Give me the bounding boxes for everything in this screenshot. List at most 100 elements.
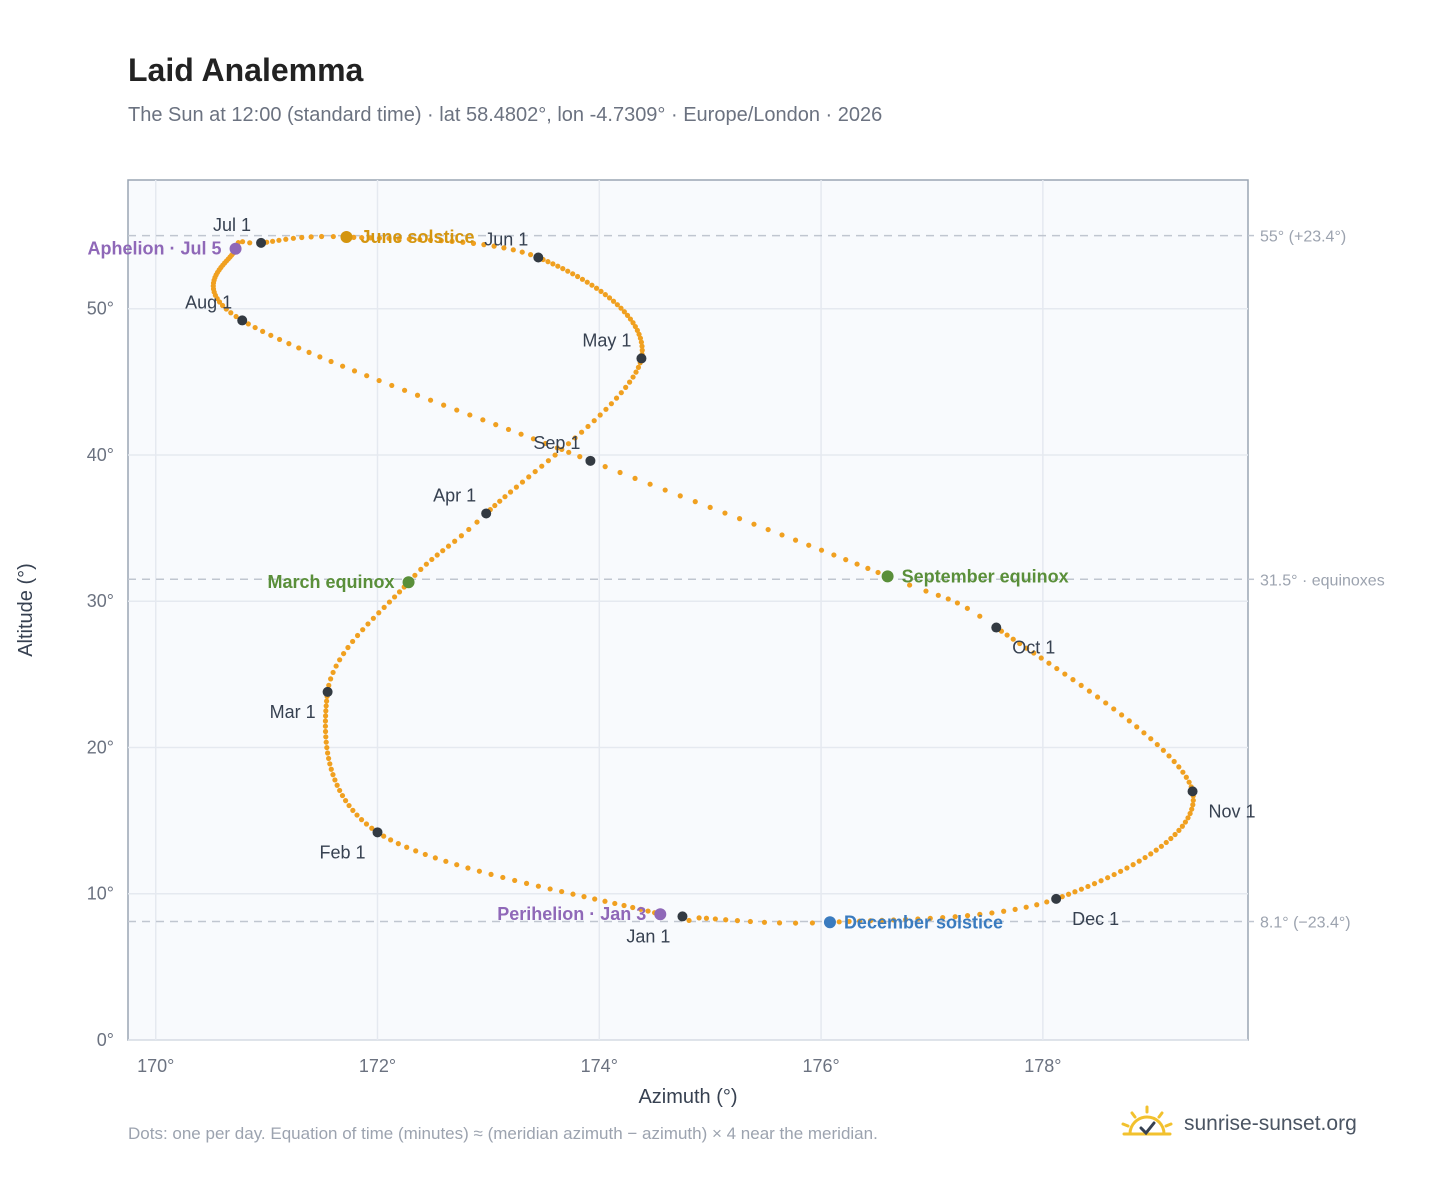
day-dot	[696, 915, 702, 921]
day-dot	[617, 469, 623, 476]
day-dot	[332, 777, 338, 783]
day-dot	[581, 894, 587, 900]
day-dot	[645, 908, 651, 914]
day-dot	[579, 429, 585, 435]
y-axis-label: Altitude (°)	[15, 563, 37, 657]
day-dot	[550, 261, 556, 267]
day-dot	[806, 542, 812, 548]
day-dot	[438, 238, 444, 244]
brand[interactable]: sunrise-sunset.org	[1120, 1102, 1357, 1146]
day-dot	[627, 379, 633, 385]
day-dot	[526, 474, 532, 480]
day-dot	[334, 782, 340, 788]
month-label: May 1	[582, 330, 631, 350]
day-dot	[440, 548, 446, 554]
day-dot	[219, 302, 226, 309]
day-dot	[542, 440, 549, 447]
day-dot	[627, 316, 634, 322]
day-dot	[376, 377, 382, 384]
x-tick-label: 174°	[581, 1056, 618, 1076]
day-dot	[1187, 810, 1193, 817]
day-dot	[345, 644, 351, 651]
day-dot	[323, 734, 329, 740]
day-dot	[1065, 891, 1072, 897]
day-dot	[1044, 899, 1050, 905]
day-dot	[454, 862, 460, 868]
month-label: Aug 1	[185, 292, 232, 312]
day-dot	[481, 242, 487, 248]
day-dot	[636, 331, 642, 337]
day-dot	[386, 235, 392, 242]
axis-ticks: 170° 172° 174° 176° 178° 0° 10° 20° 30° 40° 50°	[87, 299, 1062, 1076]
y-tick-label: 0°	[97, 1030, 114, 1050]
day-dot	[723, 917, 729, 923]
day-dot	[1176, 827, 1182, 833]
day-dot	[1154, 741, 1160, 748]
day-dot	[330, 233, 336, 240]
day-dot	[1171, 758, 1177, 765]
day-dot	[545, 458, 551, 464]
day-dot	[712, 916, 718, 922]
day-dot	[867, 918, 874, 924]
day-dot	[476, 868, 482, 874]
day-dot	[364, 373, 370, 379]
day-dot	[466, 526, 472, 533]
day-dot	[417, 236, 423, 243]
day-dot	[1062, 671, 1068, 677]
day-dot	[530, 436, 537, 442]
day-dot	[423, 561, 429, 567]
day-dot	[1134, 724, 1140, 730]
day-dot	[276, 237, 282, 243]
day-dot	[945, 596, 951, 602]
day-dot	[326, 755, 332, 762]
day-dot	[339, 792, 346, 799]
day-dot	[328, 358, 334, 365]
day-dot	[555, 263, 561, 269]
day-dot	[268, 332, 274, 338]
day-dot	[493, 422, 499, 428]
day-dot	[354, 632, 361, 639]
day-dot	[1001, 908, 1007, 914]
day-dot	[1179, 823, 1185, 829]
day-dot	[413, 848, 419, 854]
day-dot	[647, 481, 653, 487]
day-dot	[497, 498, 503, 504]
month-marker	[256, 237, 267, 248]
day-dot	[519, 479, 526, 485]
day-dot	[449, 238, 455, 244]
day-dot	[836, 919, 842, 925]
month-label: Jul 1	[213, 215, 251, 235]
day-dot	[554, 445, 560, 451]
day-dot	[593, 285, 600, 291]
footnote: Dots: one per day. Equation of time (min…	[128, 1124, 878, 1143]
day-dot	[1168, 835, 1174, 842]
day-dot	[507, 489, 514, 495]
day-dot	[747, 918, 753, 925]
day-dot	[1119, 712, 1125, 718]
month-marker	[237, 315, 248, 326]
day-dot	[1153, 847, 1159, 853]
day-dot	[1046, 660, 1052, 666]
day-dot	[325, 750, 331, 756]
day-dot	[1023, 904, 1029, 910]
day-dot	[1142, 854, 1148, 861]
day-dot	[1031, 650, 1037, 656]
day-dot	[1189, 806, 1195, 812]
day-dot	[341, 650, 347, 657]
day-dot	[233, 313, 239, 320]
month-marker	[1051, 893, 1062, 904]
day-dot	[252, 324, 258, 331]
day-dot	[480, 417, 486, 423]
day-dot	[406, 236, 412, 242]
day-dot	[391, 594, 398, 600]
day-dot	[322, 728, 329, 735]
event-marker	[823, 916, 836, 929]
day-dot	[591, 418, 597, 424]
day-dot	[1148, 851, 1154, 857]
day-dot	[328, 766, 334, 772]
day-dot	[579, 276, 586, 282]
day-dot	[324, 744, 330, 751]
month-label: Sep 1	[533, 433, 580, 453]
day-dot	[441, 402, 447, 408]
day-dot	[326, 682, 332, 688]
